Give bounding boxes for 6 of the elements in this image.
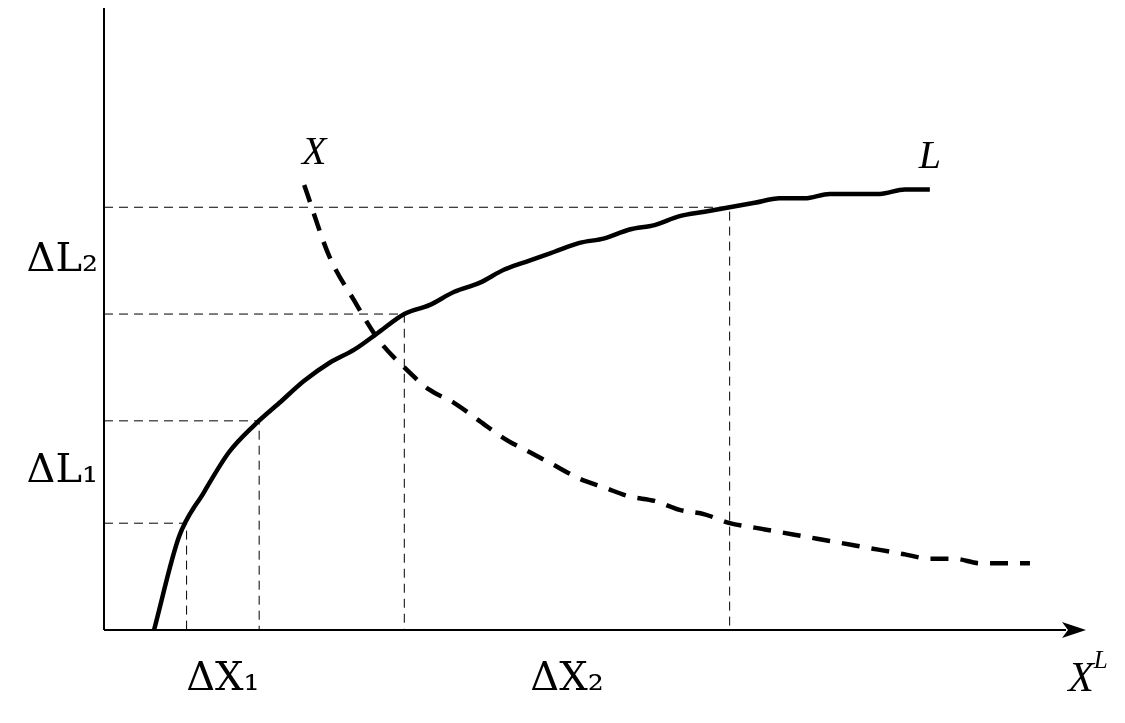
text: ΔL₂: [26, 234, 98, 281]
text: ΔX₁: [186, 653, 260, 700]
series-label: X: [299, 127, 328, 173]
series-label: L: [917, 131, 941, 177]
text: ΔL₁: [26, 445, 98, 492]
text: ΔX₂: [530, 653, 604, 700]
